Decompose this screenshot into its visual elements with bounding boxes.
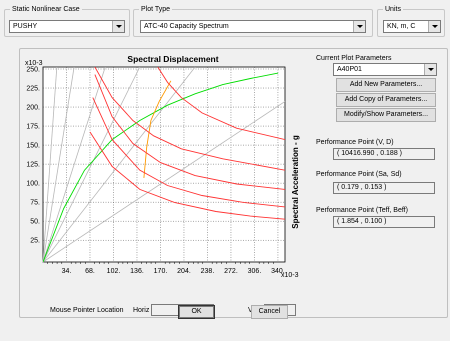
series-line-6 (157, 67, 285, 141)
series-line-1 (143, 80, 172, 178)
x-tick-label: 306. (248, 268, 262, 275)
y-tick-label: 150. (26, 143, 40, 150)
perf-sa-label: Performance Point (Sa, Sd) (316, 171, 402, 178)
units-select[interactable]: KN, m, C (383, 20, 441, 33)
series-line-5 (89, 131, 285, 220)
x-multiplier: x10-3 (281, 272, 299, 279)
chevron-down-icon (112, 21, 124, 32)
y-tick-label: 100. (26, 181, 40, 188)
current-params-select[interactable]: A40P01 (333, 63, 437, 76)
plot-type-title: Plot Type (139, 5, 173, 14)
mouse-pointer-label: Mouse Pointer Location (50, 307, 124, 314)
chart-title: Spectral Displacement (127, 54, 218, 64)
y-multiplier: x10-3 (25, 60, 43, 67)
y-tick-label: 175. (26, 124, 40, 131)
y-tick-label: 250. (26, 67, 40, 74)
units-title: Units (383, 5, 403, 14)
y-axis-label: Spectral Acceleration - g (291, 135, 300, 229)
spectrum-chart[interactable]: Spectral Displacement x10-3 x10-3 Spectr… (22, 52, 304, 300)
series-line-2 (94, 67, 285, 171)
plot-area: 34. 68. 102. 136. 170. 204. 238. 272. 306. 340. 25… (26, 66, 286, 275)
ok-button[interactable]: OK (178, 305, 215, 319)
period-line (42, 66, 141, 263)
x-tick-label: 68. (85, 268, 95, 275)
current-params-value: A40P01 (337, 66, 362, 73)
x-tick-label: 340. (271, 268, 285, 275)
perf-sa-value: ( 0.179 , 0.153 ) (333, 182, 435, 194)
x-tick-label: 272. (224, 268, 238, 275)
plot-type-group: Plot Type ATC-40 Capacity Spectrum (133, 5, 373, 37)
x-tick-label: 136. (130, 268, 144, 275)
series-line-4 (92, 97, 285, 208)
modify-show-parameters-button[interactable]: Modify/Show Parameters... (336, 108, 436, 122)
perf-teff-value: ( 1.854 , 0.100 ) (333, 216, 435, 228)
period-line (42, 66, 58, 263)
chevron-down-icon (353, 21, 365, 32)
add-new-parameters-button[interactable]: Add New Parameters... (336, 78, 436, 92)
plot-type-select[interactable]: ATC-40 Capacity Spectrum (140, 20, 366, 33)
plot-frame (42, 66, 286, 263)
period-line (42, 66, 196, 263)
horiz-label: Horiz (133, 307, 150, 314)
period-line (42, 101, 286, 263)
static-case-value: PUSHY (13, 23, 38, 30)
y-tick-label: 25. (30, 238, 40, 245)
units-value: KN, m, C (387, 23, 416, 30)
x-tick-label: 34. (62, 268, 72, 275)
static-case-title: Static Nonlinear Case (10, 5, 82, 14)
main-panel (19, 48, 448, 318)
perf-teff-label: Performance Point (Teff, Beff) (316, 207, 408, 214)
perf-vd-value: ( 10416.990 , 0.188 ) (333, 148, 435, 160)
y-tick-label: 125. (26, 162, 40, 169)
current-params-label: Current Plot Parameters (316, 55, 392, 62)
chevron-down-icon (424, 64, 436, 75)
cancel-button[interactable]: Cancel (251, 305, 288, 319)
series-line-0 (43, 72, 279, 262)
add-copy-parameters-button[interactable]: Add Copy of Parameters... (336, 93, 436, 107)
x-tick-label: 170. (154, 268, 168, 275)
plot-type-value: ATC-40 Capacity Spectrum (144, 23, 229, 30)
y-tick-label: 75. (30, 200, 40, 207)
series-line-3 (94, 74, 285, 190)
x-tick-label: 102. (107, 268, 121, 275)
y-tick-label: 200. (26, 105, 40, 112)
static-case-group: Static Nonlinear Case PUSHY (4, 5, 130, 37)
period-line (42, 66, 106, 263)
x-tick-label: 204. (177, 268, 191, 275)
y-tick-label: 50. (30, 219, 40, 226)
units-group: Units KN, m, C (377, 5, 445, 37)
perf-vd-label: Performance Point (V, D) (316, 139, 394, 146)
static-case-select[interactable]: PUSHY (9, 20, 125, 33)
chevron-down-icon (428, 21, 440, 32)
y-tick-label: 225. (26, 86, 40, 93)
x-tick-label: 238. (201, 268, 215, 275)
period-line (42, 66, 75, 263)
